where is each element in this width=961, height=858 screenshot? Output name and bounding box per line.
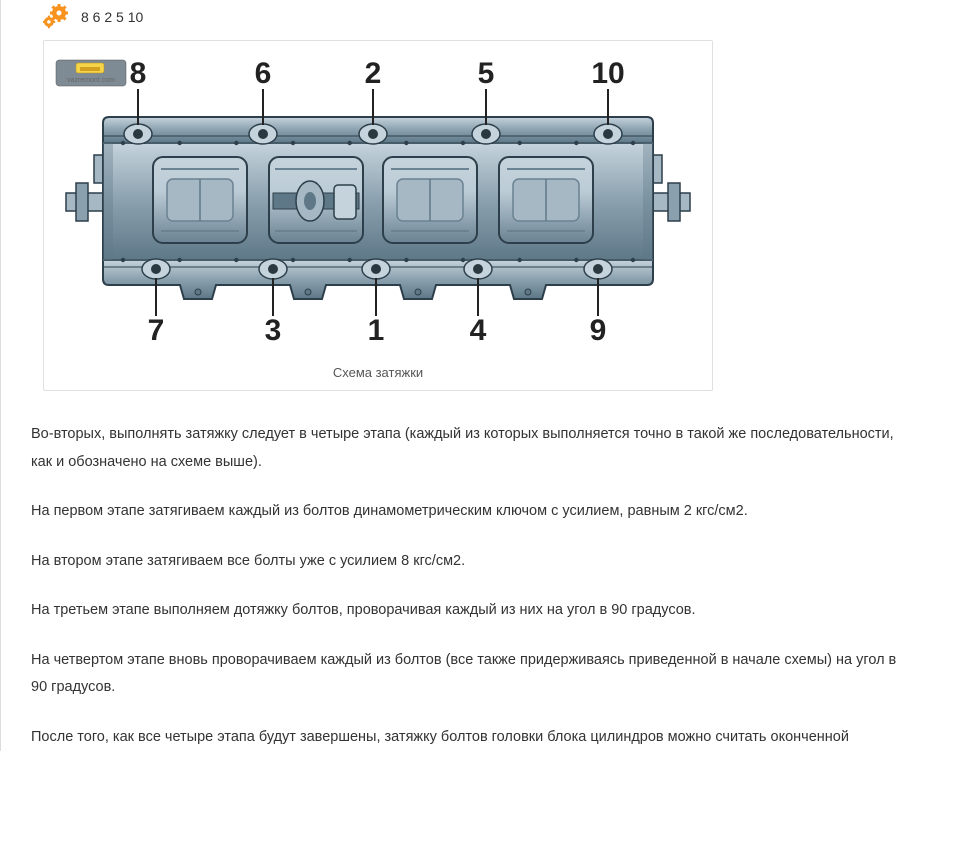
svg-text:9: 9 [590, 314, 607, 347]
figure-caption: Схема затяжки [48, 355, 708, 386]
svg-text:5: 5 [478, 57, 495, 90]
article-content: Во-вторых, выполнять затяжку следует в ч… [1, 391, 961, 751]
paragraph: Во-вторых, выполнять затяжку следует в ч… [31, 421, 901, 476]
svg-text:2: 2 [365, 57, 382, 90]
page: 8 6 2 5 10 vazremont.com 8 6 2 5 10 7 3 1 4 9 Схем… [0, 0, 961, 751]
top-row: 8 6 2 5 10 [1, 0, 961, 40]
figure: vazremont.com 8 6 2 5 10 7 3 1 4 9 Схема затяжки [43, 40, 713, 391]
svg-text:8: 8 [130, 57, 147, 90]
svg-text:vazremont.com: vazremont.com [67, 77, 115, 84]
paragraph: На третьем этапе выполняем дотяжку болто… [31, 597, 901, 625]
gear-icon [43, 4, 69, 30]
svg-text:6: 6 [255, 57, 272, 90]
top-sequence-text: 8 6 2 5 10 [81, 9, 143, 25]
svg-text:4: 4 [470, 314, 487, 347]
paragraph: На втором этапе затягиваем все болты уже… [31, 548, 901, 576]
paragraph: На четвертом этапе вновь проворачиваем к… [31, 647, 901, 702]
svg-text:10: 10 [591, 57, 624, 90]
paragraph: После того, как все четыре этапа будут з… [31, 724, 901, 752]
svg-text:1: 1 [368, 314, 385, 347]
svg-text:7: 7 [148, 314, 165, 347]
svg-text:3: 3 [265, 314, 282, 347]
paragraph: На первом этапе затягиваем каждый из бол… [31, 498, 901, 526]
diagram: vazremont.com 8 6 2 5 10 7 3 1 4 9 [48, 45, 708, 355]
